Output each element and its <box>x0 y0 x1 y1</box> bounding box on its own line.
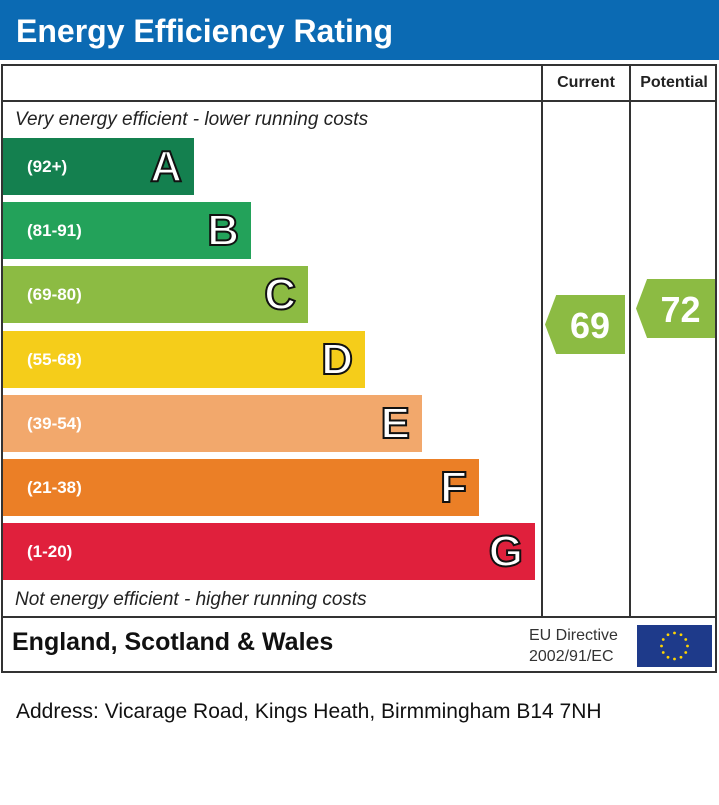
flag-star <box>661 638 665 641</box>
band-range: (1-20) <box>27 542 73 561</box>
eu-directive-number: 2002/91/EC <box>529 648 614 665</box>
potential-header: Potential <box>640 74 708 91</box>
band-letter: G <box>488 526 524 577</box>
address: Address: Vicarage Road, Kings Heath, Bir… <box>16 700 602 723</box>
top-caption: Very energy efficient - lower running co… <box>15 109 369 130</box>
footer-divider <box>1 616 717 618</box>
current-rating-arrow: 69 <box>545 295 625 354</box>
band-range: (81-91) <box>27 221 82 240</box>
band-f: (21-38) F <box>3 459 479 516</box>
band-letter: E <box>380 398 411 449</box>
band-letter: D <box>320 334 354 385</box>
band-letter: F <box>439 462 468 513</box>
band-b: (81-91) B <box>3 202 251 259</box>
flag-star <box>679 633 683 637</box>
header-divider <box>1 100 717 102</box>
band-letter: A <box>149 141 183 192</box>
flag-star <box>684 651 688 654</box>
flag-star <box>666 655 670 659</box>
flag-star <box>684 638 688 641</box>
band-c: (69-80) C <box>3 266 308 323</box>
eu-directive-label: EU Directive <box>529 627 618 644</box>
column-divider <box>541 64 543 618</box>
flag-star <box>673 631 676 635</box>
band-range: (21-38) <box>27 478 82 497</box>
flag-star <box>660 644 663 648</box>
flag-star <box>686 644 689 648</box>
potential-rating-arrow: 72 <box>636 279 715 338</box>
flag-star <box>666 633 670 637</box>
band-range: (92+) <box>27 157 68 176</box>
band-range: (55-68) <box>27 350 82 369</box>
band-a: (92+) A <box>3 138 194 195</box>
band-letter: B <box>206 205 240 256</box>
bottom-caption: Not energy efficient - higher running co… <box>15 589 367 610</box>
band-range: (69-80) <box>27 285 82 304</box>
band-e: (39-54) E <box>3 395 422 452</box>
flag-star <box>661 651 665 654</box>
band-letter: C <box>263 269 297 320</box>
current-header: Current <box>557 74 615 91</box>
band-g: (1-20) G <box>3 523 535 580</box>
rating-table <box>1 64 717 673</box>
column-divider <box>629 64 631 618</box>
page-title: Energy Efficiency Rating <box>0 0 719 60</box>
band-range: (39-54) <box>27 414 82 433</box>
flag-star <box>673 657 676 661</box>
flag-star <box>679 655 683 659</box>
eu-flag-icon <box>637 625 712 667</box>
band-d: (55-68) D <box>3 331 365 388</box>
region-label: England, Scotland & Wales <box>12 628 334 656</box>
